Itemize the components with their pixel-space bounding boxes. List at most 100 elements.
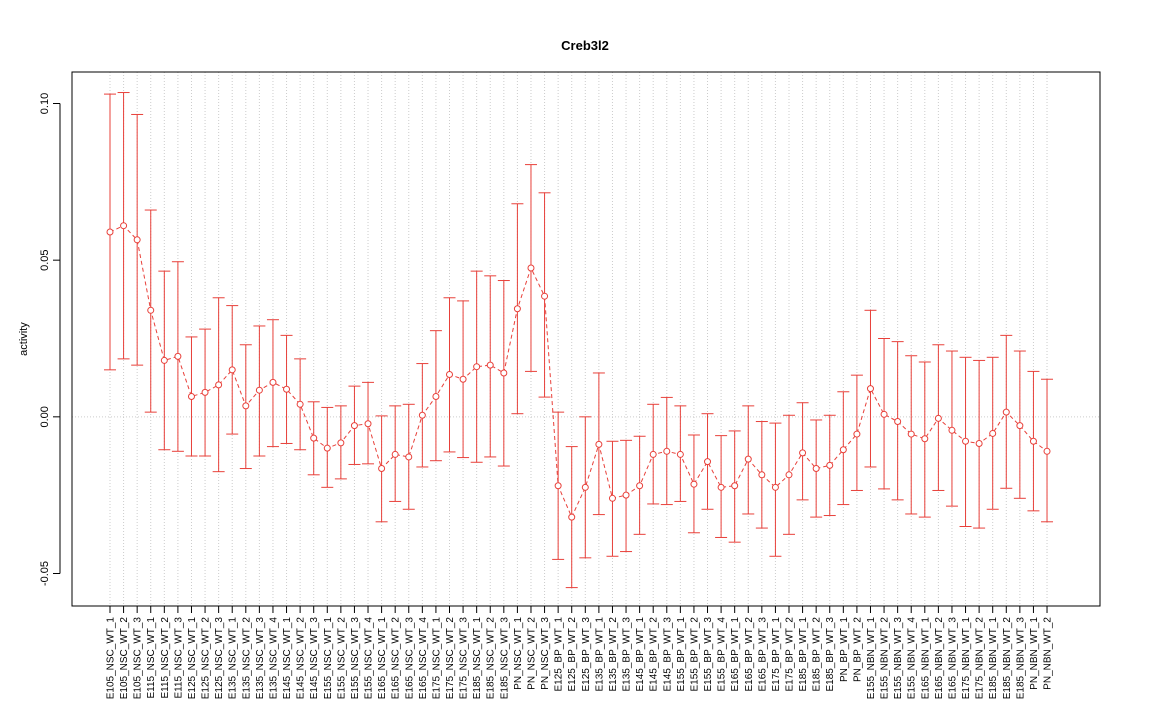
- data-point: [215, 381, 223, 389]
- x-tick-label: E185_BP_WT_1: [798, 617, 809, 692]
- data-point: [486, 361, 494, 369]
- x-tick-label: E175_BP_WT_2: [785, 617, 796, 692]
- data-point: [866, 385, 874, 393]
- data-point: [880, 410, 888, 418]
- x-tick-label: E165_NSC_WT_1: [377, 617, 388, 700]
- data-point: [799, 449, 807, 457]
- data-point: [921, 435, 929, 443]
- data-point: [622, 491, 630, 499]
- data-point: [106, 228, 114, 236]
- data-point: [364, 420, 372, 428]
- y-tick-label: 0.10: [39, 93, 51, 114]
- x-tick-label: E185_NSC_WT_3: [499, 617, 510, 700]
- x-tick-label: PN_NSC_WT_1: [513, 617, 524, 690]
- data-point: [663, 447, 671, 455]
- data-point: [1029, 437, 1037, 445]
- data-point: [690, 480, 698, 488]
- data-point: [323, 444, 331, 452]
- x-tick-label: E175_NSC_WT_2: [445, 617, 456, 700]
- x-tick-label: E165_BP_WT_3: [757, 617, 768, 692]
- x-tick-label: E175_NSC_WT_1: [431, 617, 442, 700]
- x-tick-label: E135_BP_WT_2: [608, 617, 619, 692]
- x-tick-label: E165_NBN_WT_2: [934, 617, 945, 700]
- x-tick-label: E165_NSC_WT_2: [391, 617, 402, 700]
- data-point: [120, 222, 128, 230]
- data-point: [133, 236, 141, 244]
- x-tick-label: E165_NBN_WT_1: [920, 617, 931, 700]
- data-point: [391, 450, 399, 458]
- data-point: [432, 392, 440, 400]
- x-tick-label: E155_NBN_WT_2: [880, 617, 891, 700]
- x-tick-label: E185_NBN_WT_1: [988, 617, 999, 700]
- data-point: [989, 429, 997, 437]
- x-tick-label: PN_NSC_WT_2: [526, 617, 537, 690]
- x-tick-label: E115_NSC_WT_1: [146, 617, 157, 699]
- data-point: [541, 292, 549, 300]
- data-point: [269, 378, 277, 386]
- data-point: [405, 453, 413, 461]
- y-tick-label: 0.00: [39, 406, 51, 427]
- x-tick-label: E185_NBN_WT_2: [1002, 617, 1013, 700]
- x-tick-label: E155_BP_WT_1: [676, 617, 687, 692]
- data-point: [500, 369, 508, 377]
- data-point: [568, 513, 576, 521]
- data-point: [1016, 422, 1024, 430]
- x-tick-label: E125_NSC_WT_2: [201, 617, 212, 700]
- data-point: [636, 482, 644, 490]
- data-point: [473, 363, 481, 371]
- x-tick-label: E165_NSC_WT_3: [404, 617, 415, 700]
- x-tick-label: E185_BP_WT_3: [825, 617, 836, 692]
- x-tick-label: E145_BP_WT_2: [649, 617, 660, 692]
- data-point: [459, 375, 467, 383]
- data-point: [812, 465, 820, 473]
- x-tick-label: E155_NSC_WT_1: [323, 617, 334, 700]
- data-point: [839, 446, 847, 454]
- series-activity: [104, 92, 1054, 589]
- data-point: [704, 458, 712, 466]
- x-tick-label: E155_NBN_WT_3: [893, 617, 904, 700]
- data-point: [934, 414, 942, 422]
- x-tick-label: E155_BP_WT_3: [703, 617, 714, 692]
- data-point: [595, 440, 603, 448]
- data-point: [337, 439, 345, 447]
- data-point: [649, 450, 657, 458]
- x-tick-label: E155_NSC_WT_2: [336, 617, 347, 700]
- x-tick-label: E115_NSC_WT_2: [160, 617, 171, 699]
- x-tick-label: E115_NSC_WT_3: [173, 617, 184, 699]
- x-tick-label: E175_BP_WT_1: [771, 617, 782, 692]
- x-tick-label: E155_BP_WT_2: [689, 617, 700, 692]
- data-point: [894, 418, 902, 426]
- x-tick-label: E125_BP_WT_2: [567, 617, 578, 692]
- data-point: [581, 483, 589, 491]
- data-point: [554, 482, 562, 490]
- x-tick-label: E135_NSC_WT_1: [228, 617, 239, 700]
- data-point: [676, 450, 684, 458]
- data-point: [296, 400, 304, 408]
- x-tick-label: E105_NSC_WT_2: [119, 617, 130, 700]
- data-point: [717, 483, 725, 491]
- data-point: [228, 366, 236, 374]
- x-tick-label: E105_NSC_WT_3: [133, 617, 144, 700]
- x-tick-label: E125_NSC_WT_3: [214, 617, 225, 700]
- x-tick-label: E185_NSC_WT_1: [472, 617, 483, 700]
- x-tick-label: PN_BP_WT_2: [852, 617, 863, 682]
- data-point: [160, 356, 168, 364]
- x-tick-label: E145_BP_WT_3: [662, 617, 673, 692]
- x-tick-label: E145_BP_WT_1: [635, 617, 646, 692]
- x-tick-label: E155_NSC_WT_4: [364, 617, 375, 700]
- x-tick-label: E125_BP_WT_1: [554, 617, 565, 692]
- x-tick-label: E185_NBN_WT_3: [1015, 617, 1026, 700]
- data-point: [378, 465, 386, 473]
- data-point: [731, 482, 739, 490]
- x-tick-label: PN_NSC_WT_3: [540, 617, 551, 690]
- data-point: [418, 411, 426, 419]
- x-tick-label: E175_NBN_WT_2: [975, 617, 986, 700]
- x-tick-label: E135_BP_WT_1: [594, 617, 605, 692]
- x-tick-label: E165_BP_WT_2: [744, 617, 755, 692]
- grid-lines: [72, 72, 1100, 606]
- data-point: [446, 371, 453, 379]
- data-point: [201, 388, 209, 396]
- x-tick-label: E165_BP_WT_1: [730, 617, 741, 692]
